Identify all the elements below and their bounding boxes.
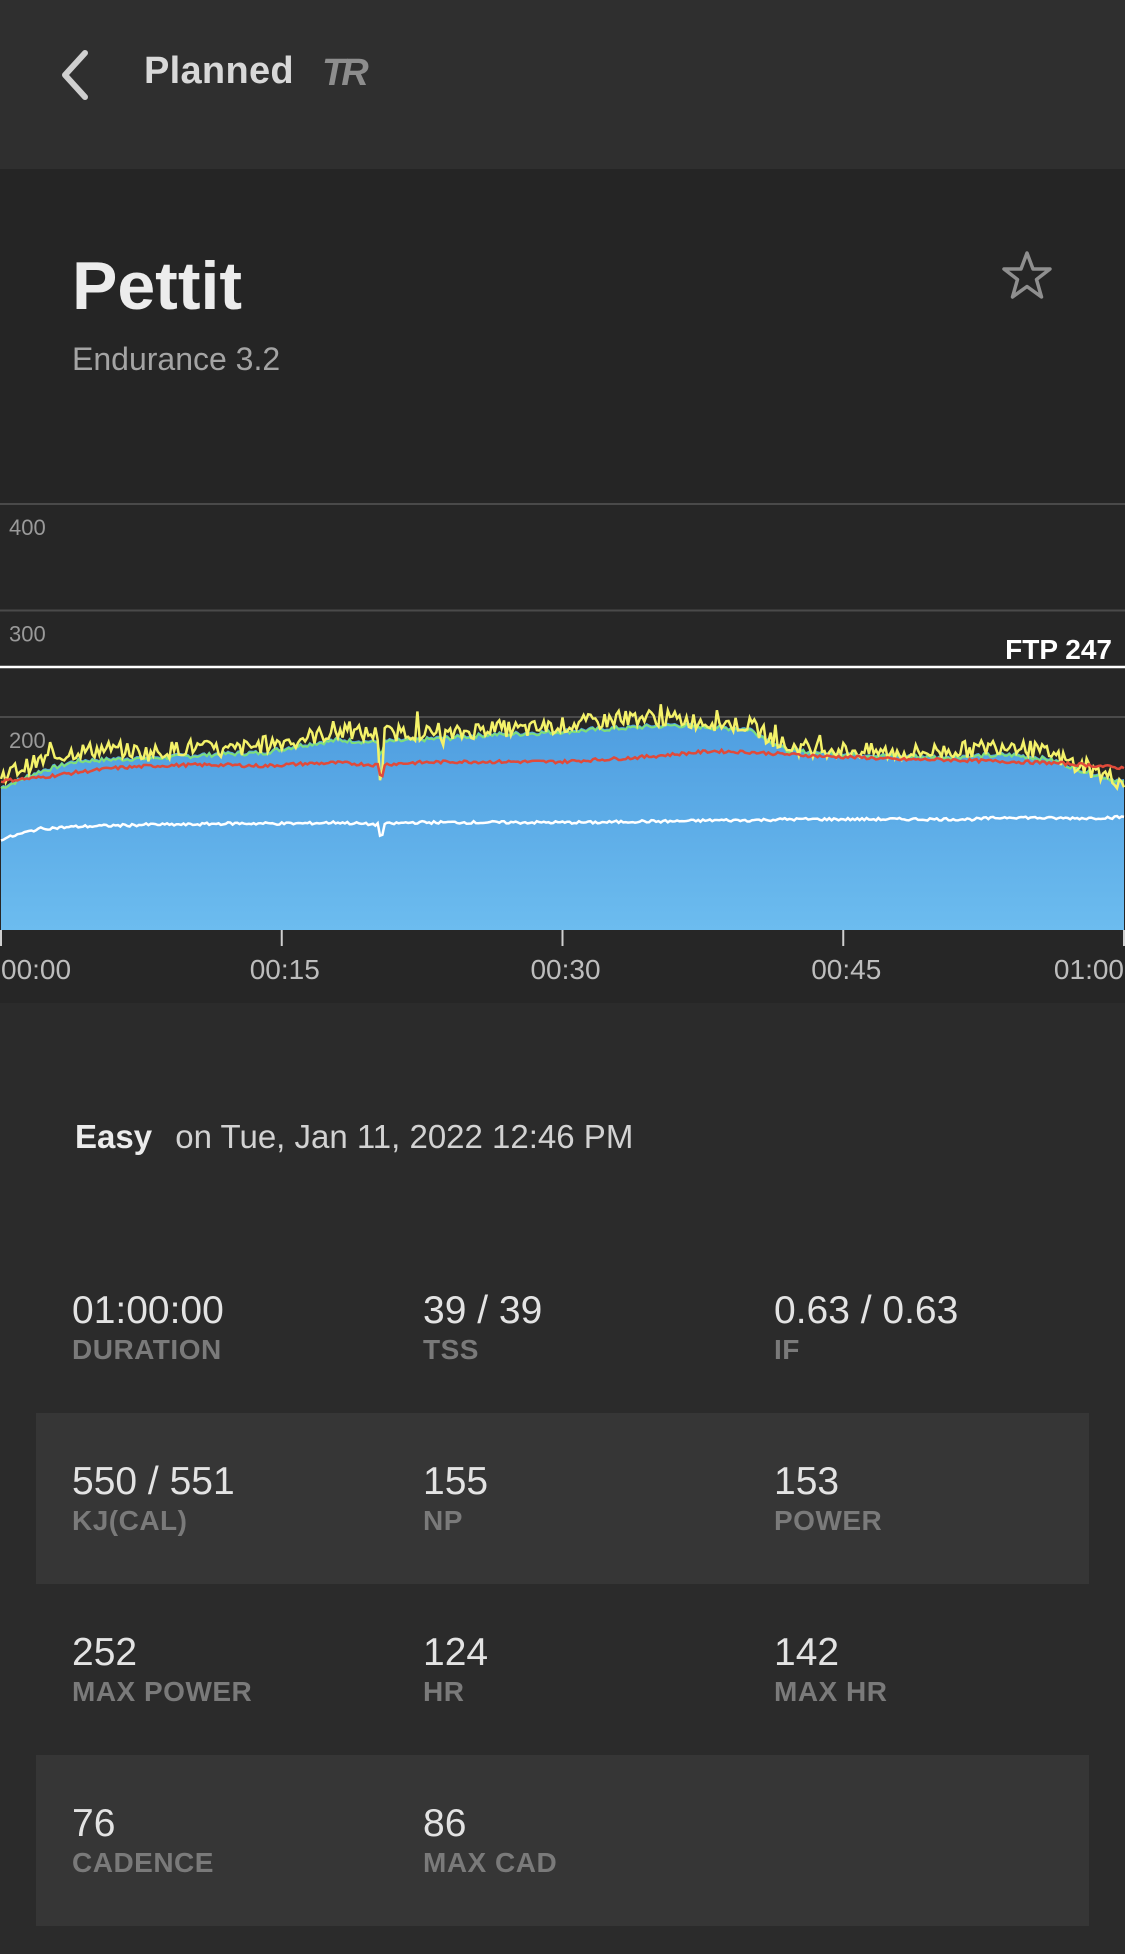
star-outline-icon [1002, 251, 1052, 299]
stat-value: 76 [72, 1802, 116, 1845]
x-tick-label: 00:15 [250, 954, 320, 985]
workout-subtitle: Endurance 3.2 [72, 341, 281, 377]
stat-label: MAX HR [774, 1676, 888, 1707]
heart-rate-series-line [0, 747, 1125, 784]
ftp-label: FTP 247 [1005, 634, 1112, 665]
stat-value: 86 [423, 1802, 467, 1845]
workout-name: Pettit [72, 248, 242, 324]
stat-kj: 550 / 551 KJ(CAL) [72, 1459, 235, 1539]
power-chart-svg: 400 300 200 FTP 247 00:00 00:15 00:30 00:45 01:0… [0, 503, 1125, 985]
difficulty-label: Easy [75, 1118, 153, 1155]
stats-row: 01:00:00 DURATION 39 / 39 TSS 0.63 / 0.63 I… [36, 1242, 1089, 1413]
stat-np: 155 NP [423, 1459, 488, 1539]
stat-label: NP [423, 1505, 463, 1536]
y-tick-label: 300 [9, 622, 46, 647]
power-area [1, 722, 1124, 930]
stats-row: 76 CADENCE 86 MAX CAD [36, 1755, 1089, 1926]
workout-header: Pettit Endurance 3.2 [0, 169, 1125, 500]
x-tick-label: 00:45 [811, 954, 881, 985]
power-series-line [0, 704, 1125, 791]
stat-max-hr: 142 MAX HR [774, 1630, 887, 1710]
y-tick-label: 200 [9, 728, 46, 753]
stat-cadence: 76 CADENCE [72, 1801, 214, 1881]
stat-value: 550 / 551 [72, 1460, 235, 1503]
stat-label: CADENCE [72, 1847, 214, 1878]
stat-label: MAX POWER [72, 1676, 253, 1707]
stats-row: 252 MAX POWER 124 HR 142 MAX HR [36, 1584, 1089, 1755]
stats-row: 550 / 551 KJ(CAL) 155 NP 153 POWER [36, 1413, 1089, 1584]
cadence-series-line [0, 814, 1125, 842]
stat-label: DURATION [72, 1334, 222, 1365]
back-button[interactable] [40, 40, 110, 110]
stat-power: 153 POWER [774, 1459, 882, 1539]
top-bar: Planned TR [0, 0, 1125, 169]
x-tick-label: 01:00 [1054, 954, 1124, 985]
stat-value: 153 [774, 1460, 840, 1503]
stat-label: HR [423, 1676, 465, 1707]
workout-chart: 400 300 200 FTP 247 00:00 00:15 00:30 00:45 01:0… [0, 500, 1125, 1003]
stat-value: 39 / 39 [423, 1289, 543, 1332]
stat-if: 0.63 / 0.63 IF [774, 1288, 958, 1368]
y-tick-label: 400 [9, 515, 46, 540]
stat-hr: 124 HR [423, 1630, 488, 1710]
stat-value: 01:00:00 [72, 1289, 224, 1332]
trainerroad-logo: TR [322, 52, 369, 94]
stat-value: 155 [423, 1460, 489, 1503]
stat-label: KJ(CAL) [72, 1505, 188, 1536]
stat-value: 0.63 / 0.63 [774, 1289, 959, 1332]
chevron-left-icon [62, 50, 88, 100]
stat-label: IF [774, 1334, 800, 1365]
stat-value: 252 [72, 1631, 138, 1674]
stat-max-cad: 86 MAX CAD [423, 1801, 557, 1881]
x-tick-label: 00:30 [530, 954, 600, 985]
favorite-button[interactable] [1000, 249, 1054, 303]
stats-grid: 01:00:00 DURATION 39 / 39 TSS 0.63 / 0.63 I… [36, 1242, 1089, 1926]
stat-label: POWER [774, 1505, 883, 1536]
stat-tss: 39 / 39 TSS [423, 1288, 542, 1368]
workout-summary: Easy on Tue, Jan 11, 2022 12:46 PM [75, 1118, 633, 1156]
stat-label: MAX CAD [423, 1847, 558, 1878]
page-title: Planned [144, 50, 294, 92]
stat-label: TSS [423, 1334, 479, 1365]
stat-max-power: 252 MAX POWER [72, 1630, 252, 1710]
workout-datetime: on Tue, Jan 11, 2022 12:46 PM [175, 1118, 634, 1155]
stat-duration: 01:00:00 DURATION [72, 1288, 224, 1368]
stat-value: 142 [774, 1631, 840, 1674]
stat-value: 124 [423, 1631, 489, 1674]
x-tick-label: 00:00 [1, 954, 71, 985]
